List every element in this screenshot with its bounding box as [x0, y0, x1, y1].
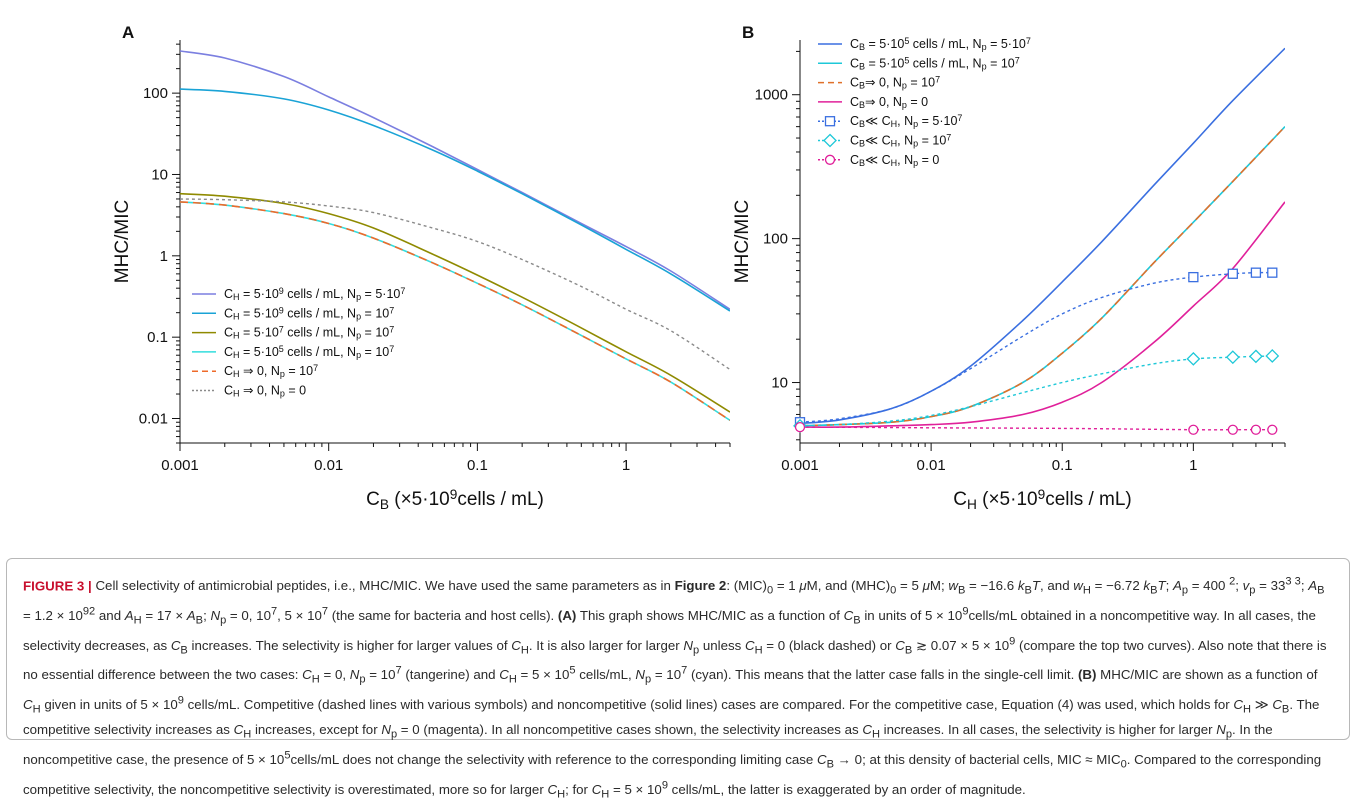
series-marker [1225, 350, 1240, 365]
legend-marker [824, 154, 836, 165]
legend-entry: CH ⇒ 0, Np = 107 [224, 364, 318, 380]
legend-entry: CH = 5·105 cells / mL, Np = 107 [224, 344, 394, 360]
caption-body: Cell selectivity of antimicrobial peptid… [23, 576, 1327, 801]
series-line [800, 201, 1285, 428]
y-tick-label: 1000 [755, 87, 788, 104]
y-axis-label: MHC/MIC [112, 200, 133, 283]
series-line [800, 355, 1273, 427]
series-group [180, 50, 730, 421]
legend-entry: CH = 5·109 cells / mL, Np = 107 [224, 306, 394, 322]
series-group [800, 47, 1285, 431]
figure-caption: FIGURE 3 | Cell selectivity of antimicro… [23, 572, 1333, 805]
legend-entry: CB = 5·105 cells / mL, Np = 107 [850, 56, 1020, 72]
legend-entry: CB = 5·105 cells / mL, Np = 5·107 [850, 36, 1031, 52]
legend-entry: CB⇒ 0, Np = 107 [850, 75, 940, 91]
panel-letter: B [742, 23, 754, 42]
legend-entry: CB≪ CH, Np = 107 [850, 133, 951, 149]
series-marker [1188, 424, 1199, 435]
series-line [800, 126, 1285, 427]
y-tick-label: 10 [771, 375, 788, 392]
legend-entry: CH = 5·109 cells / mL, Np = 5·107 [224, 286, 405, 302]
series-marker [1248, 349, 1263, 364]
x-axis-label: CH (×5·109cells / mL) [953, 487, 1132, 511]
legend: CH = 5·109 cells / mL, Np = 5·107 CH = 5·… [192, 286, 405, 399]
series-marker [1267, 424, 1278, 435]
series-line [180, 88, 730, 312]
legend-entry: CH = 5·107 cells / mL, Np = 107 [224, 325, 394, 341]
series-line [800, 271, 1273, 423]
x-tick-label: 0.001 [781, 457, 819, 474]
y-tick-label: 0.01 [139, 411, 168, 428]
legend-marker [823, 133, 837, 148]
y-tick-label: 1 [160, 248, 168, 265]
panel-b-chart: B 0.001 0.01 0.1 1 10 100 1000 MHC/MIC CH (×5·109… [732, 23, 1286, 512]
caption-lead: FIGURE 3 | [23, 578, 92, 594]
series-line [800, 126, 1285, 427]
series-line [800, 426, 1273, 431]
x-axis-label: CB (×5·109cells / mL) [366, 487, 544, 511]
series-marker [1250, 424, 1262, 435]
series-line [180, 192, 730, 413]
figure-3: A 0.001 0.01 0.1 1 0.01 0.1 1 10 100 MHC/MIC CB (×5… [112, 23, 1286, 512]
x-tick-label: 0.01 [917, 457, 946, 474]
series-marker [794, 421, 806, 433]
series-marker [1250, 267, 1262, 278]
y-axis-label: MHC/MIC [732, 200, 753, 283]
legend-marker [824, 116, 836, 127]
x-tick-label: 1 [1189, 457, 1197, 474]
series-marker [1227, 424, 1238, 435]
legend: CB = 5·105 cells / mL, Np = 5·107 CB = 5·… [818, 36, 1031, 168]
y-tick-label: 0.1 [147, 329, 168, 346]
x-tick-label: 0.01 [314, 457, 343, 474]
series-line [180, 50, 730, 310]
legend-entry: CB≪ CH, Np = 0 [850, 153, 939, 168]
series-marker [1267, 267, 1278, 278]
y-tick-label: 100 [143, 85, 168, 102]
series-marker [1188, 271, 1199, 283]
y-tick-label: 100 [763, 231, 788, 248]
figure-caption-box: FIGURE 3 | Cell selectivity of antimicro… [6, 558, 1350, 800]
panel-letter: A [122, 23, 134, 42]
legend-entry: CB⇒ 0, Np = 0 [850, 95, 928, 110]
series-marker [1227, 268, 1238, 279]
legend-entry: CB≪ CH, Np = 5·107 [850, 114, 962, 130]
x-tick-label: 0.1 [467, 457, 488, 474]
x-tick-label: 0.001 [161, 457, 199, 474]
series-marker [1186, 351, 1201, 366]
x-tick-label: 0.1 [1052, 457, 1073, 474]
legend-entry: CH ⇒ 0, Np = 0 [224, 384, 306, 399]
panel-a-chart: A 0.001 0.01 0.1 1 0.01 0.1 1 10 100 MHC/MIC CB (×5… [112, 23, 731, 512]
x-tick-label: 1 [622, 457, 630, 474]
y-tick-label: 10 [151, 166, 168, 183]
series-marker [1265, 349, 1280, 363]
series-line [180, 201, 730, 421]
